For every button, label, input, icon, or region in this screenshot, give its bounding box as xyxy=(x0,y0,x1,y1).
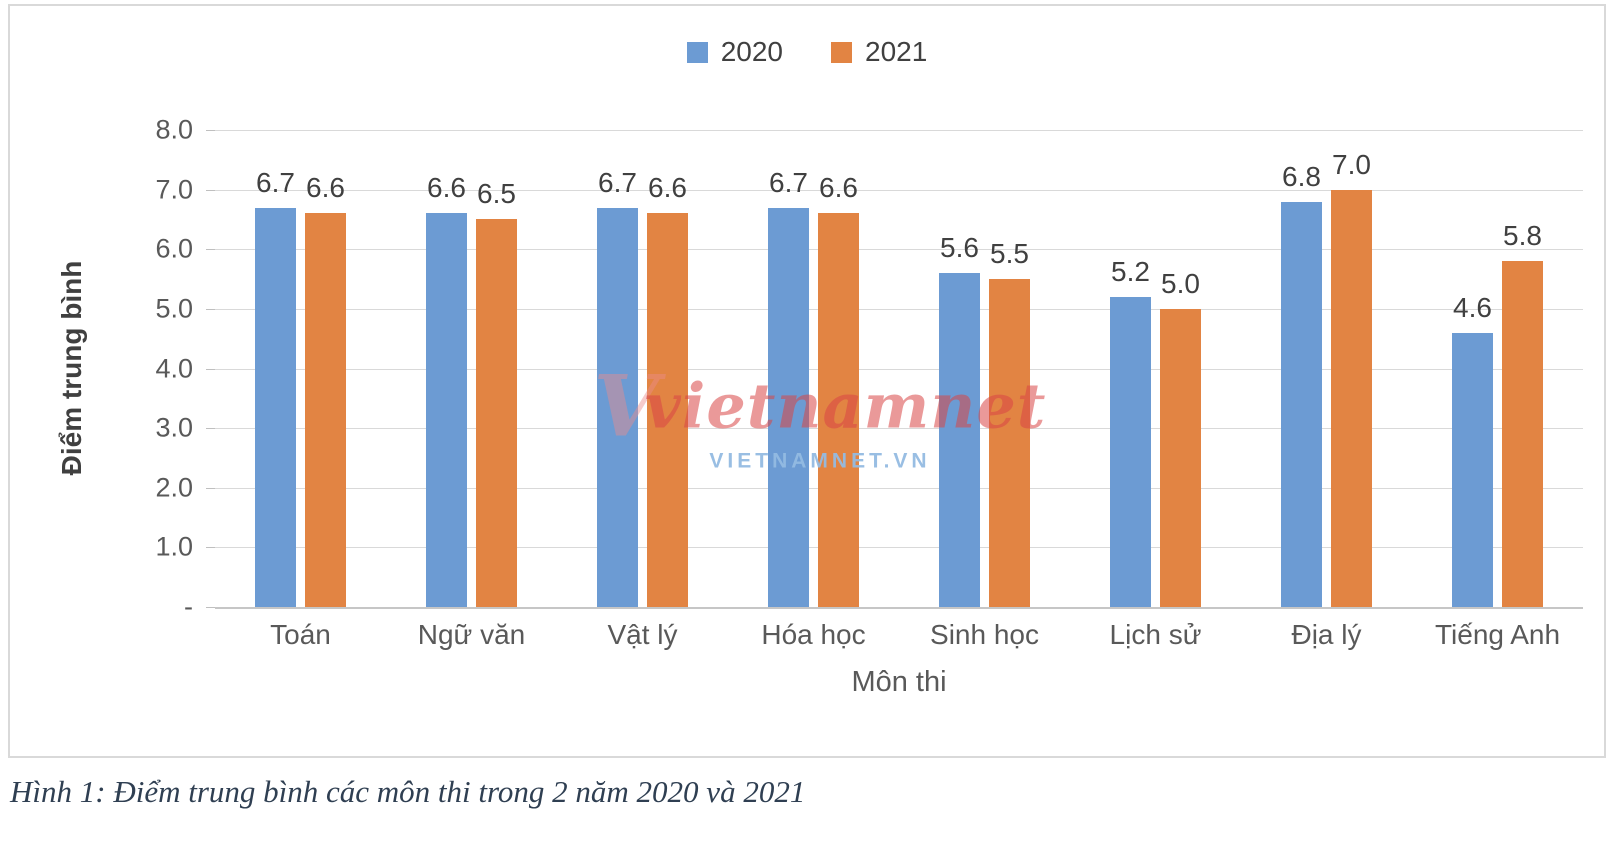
bar-2020: 4.6 xyxy=(1452,292,1493,607)
legend-item-2021: 2021 xyxy=(831,36,927,68)
y-tick-label: 3.0 xyxy=(155,412,193,443)
data-label: 6.8 xyxy=(1282,160,1321,192)
gridline xyxy=(215,547,1583,549)
data-label: 5.6 xyxy=(940,232,979,264)
category-label: Vật lý xyxy=(607,619,678,650)
bar-group: 6.7 6.6 xyxy=(728,130,899,607)
data-label: 6.6 xyxy=(306,172,345,204)
bar-group: 5.6 5.5 xyxy=(899,130,1070,607)
y-tick-label: 5.0 xyxy=(155,293,193,324)
bar-2021: 7.0 xyxy=(1331,149,1372,607)
category-label: Ngữ văn xyxy=(417,619,526,650)
bar-groups: 6.7 6.6 6.6 6.5 6.7 6.6 6.7 6.6 5.6 5.5 5.2 5.0 6.8 7… xyxy=(215,130,1583,607)
gridline xyxy=(215,189,1583,191)
bar-2021: 6.5 xyxy=(476,178,517,607)
data-label: 4.6 xyxy=(1453,291,1492,323)
bar-2020: 6.7 xyxy=(255,167,296,607)
category-label: Tiếng Anh xyxy=(1434,619,1561,650)
legend-swatch-2020 xyxy=(686,41,708,63)
legend-item-2020: 2020 xyxy=(686,36,783,68)
y-tick-mark xyxy=(206,189,215,191)
data-label: 5.0 xyxy=(1161,267,1200,299)
chart-container: 2020 2021 Điểm trung bình 8.0 7.0 6.0 5.0 4.… xyxy=(8,4,1606,758)
bar-2021: 6.6 xyxy=(647,172,688,607)
bar-2021: 6.6 xyxy=(305,172,346,607)
bar-2020: 6.7 xyxy=(768,167,809,607)
data-label: 6.6 xyxy=(427,172,466,204)
data-label: 7.0 xyxy=(1332,148,1371,180)
bar-group: 6.7 6.6 xyxy=(215,130,386,607)
bar-group: 5.2 5.0 xyxy=(1070,130,1241,607)
bar-group: 6.7 6.6 xyxy=(557,130,728,607)
y-tick-label: 6.0 xyxy=(155,233,193,264)
legend-label-2021: 2021 xyxy=(865,36,928,67)
bar-2020: 6.7 xyxy=(597,167,638,607)
bar-2021: 5.5 xyxy=(989,238,1030,607)
bar-2021: 6.6 xyxy=(818,172,859,607)
data-label: 6.7 xyxy=(769,166,808,198)
y-tick-mark xyxy=(206,607,215,608)
bar-2021: 5.0 xyxy=(1160,268,1201,607)
category-label: Lịch sử xyxy=(1109,619,1202,650)
gridline xyxy=(215,368,1583,370)
category-label: Hóa học xyxy=(761,619,866,650)
gridline xyxy=(215,428,1583,430)
y-tick-label: 4.0 xyxy=(155,353,193,383)
y-tick-label: 7.0 xyxy=(155,174,193,205)
y-tick-mark xyxy=(206,428,215,430)
category-label: Toán xyxy=(270,619,331,650)
bar-group: 6.8 7.0 xyxy=(1241,130,1412,607)
y-tick-label: 1.0 xyxy=(155,531,193,562)
gridline xyxy=(215,130,1583,131)
bar-group: 4.6 5.8 xyxy=(1412,130,1583,607)
data-label: 6.6 xyxy=(648,172,687,204)
bar-2021: 5.8 xyxy=(1502,220,1543,607)
y-tick-mark xyxy=(206,308,215,310)
gridline xyxy=(215,249,1583,251)
data-label: 6.5 xyxy=(477,178,516,210)
y-tick-label: 2.0 xyxy=(155,472,193,503)
y-tick-mark xyxy=(206,249,215,251)
gridline xyxy=(215,308,1583,310)
figure-caption: Hình 1: Điểm trung bình các môn thi tron… xyxy=(10,774,806,809)
bar-2020: 5.2 xyxy=(1110,256,1151,607)
legend-label-2020: 2020 xyxy=(720,36,783,67)
data-label: 5.5 xyxy=(990,238,1029,270)
bar-2020: 6.6 xyxy=(426,172,467,607)
data-label: 5.8 xyxy=(1503,220,1542,252)
legend-swatch-2021 xyxy=(831,41,852,63)
plot-area: 8.0 7.0 6.0 5.0 4.0 3.0 2.0 1.0-6.7 6.6 6.6 6.5 6.7… xyxy=(155,115,1583,622)
bar-2020: 5.6 xyxy=(939,232,980,607)
category-label: Sinh học xyxy=(930,619,1039,650)
gridline xyxy=(215,487,1583,489)
y-tick-label: - xyxy=(184,591,193,622)
y-tick-label: 8.0 xyxy=(155,114,193,145)
data-label: 6.7 xyxy=(598,166,637,198)
legend: 2020 2021 xyxy=(10,36,1604,68)
data-label: 6.6 xyxy=(819,172,858,204)
data-label: 5.2 xyxy=(1111,255,1150,287)
bar-2020: 6.8 xyxy=(1281,161,1322,607)
x-axis-line xyxy=(215,607,1583,609)
data-label: 6.7 xyxy=(256,166,295,198)
y-tick-mark xyxy=(206,130,215,131)
x-axis-labels: Toán Ngữ văn Vật lý Hóa học Sinh học Lịch sử Đ… xyxy=(215,619,1583,651)
y-axis-title: Điểm trung bình xyxy=(56,260,87,476)
category-label: Địa lý xyxy=(1291,619,1362,650)
y-tick-mark xyxy=(206,547,215,549)
x-axis-title: Môn thi xyxy=(851,666,947,698)
bar-group: 6.6 6.5 xyxy=(386,130,557,607)
y-tick-mark xyxy=(206,487,215,489)
y-tick-mark xyxy=(206,368,215,370)
